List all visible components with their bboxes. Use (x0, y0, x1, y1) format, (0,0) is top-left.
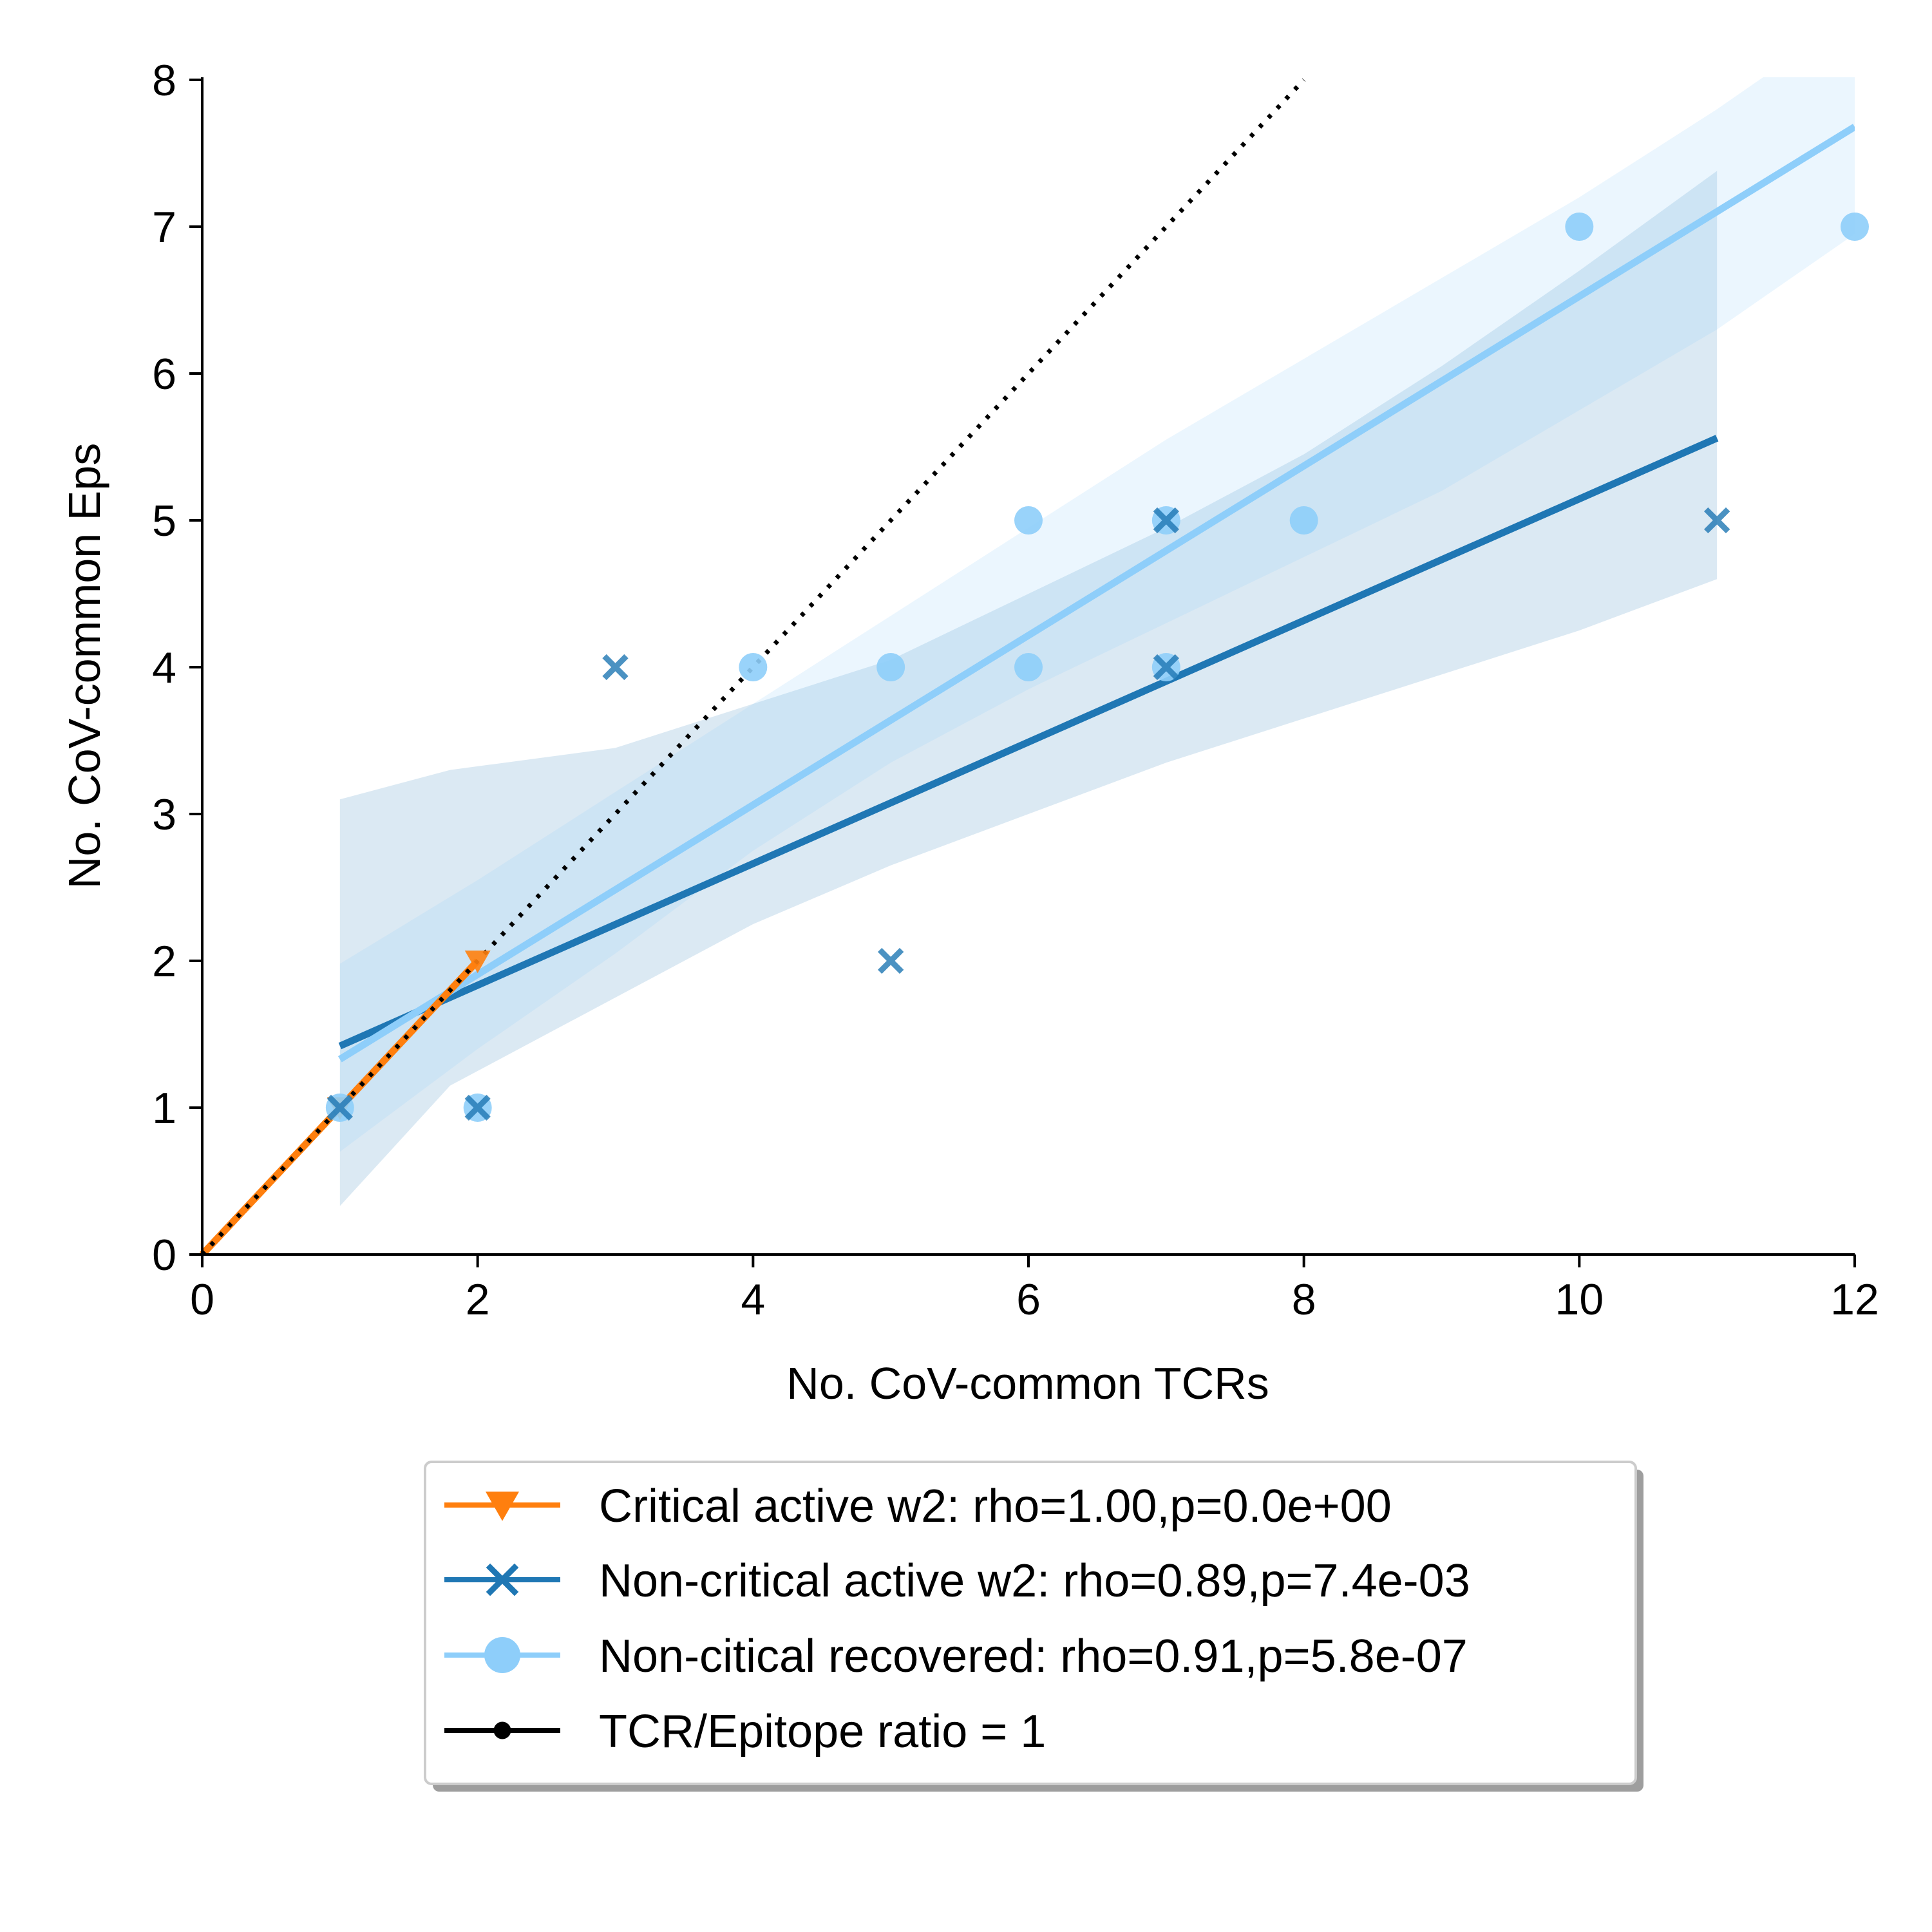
regression-line (338, 435, 1719, 1050)
circle-marker (484, 1637, 520, 1673)
legend-item: Non-citical recovered: rho=0.91,p=5.8e-0… (444, 1631, 1468, 1682)
x-marker (1703, 507, 1730, 534)
y-tick-label: 3 (152, 790, 176, 839)
x-marker (464, 1094, 491, 1121)
x-marker-stroke (464, 1094, 491, 1121)
x-marker (486, 1563, 519, 1596)
legend-item: Critical active w2: rho=1.00,p=0.0e+00 (444, 1481, 1392, 1532)
x-marker (877, 947, 904, 974)
triangle-marker (486, 1492, 519, 1521)
y-ticks: 0 1 2 3 4 5 6 7 8 (152, 56, 202, 1280)
x-marker-stroke (602, 654, 629, 681)
data-points (325, 213, 1869, 1122)
regression-line (337, 124, 1855, 1063)
y-tick-label: 2 (152, 937, 176, 986)
point-marker (493, 1721, 511, 1739)
x-marker (1153, 654, 1180, 681)
y-tick-label: 1 (152, 1084, 176, 1133)
circle-marker (876, 653, 905, 681)
x-ticks: 0 2 4 6 8 10 12 (190, 1255, 1879, 1324)
x-axis-label: No. CoV-common TCRs (786, 1358, 1269, 1408)
circle-marker (1841, 213, 1869, 241)
y-axis-label: No. CoV-common Eps (59, 443, 109, 889)
triangle-marker (464, 951, 491, 973)
y-tick-label: 5 (152, 497, 176, 545)
circle-marker (1014, 653, 1043, 681)
legend-label: Non-critical active w2: rho=0.89,p=7.4e-… (599, 1555, 1470, 1607)
confidence-bands (339, 77, 1855, 1206)
legend-label: Critical active w2: rho=1.00,p=0.0e+00 (599, 1481, 1392, 1532)
x-marker-stroke (877, 947, 904, 974)
x-marker-stroke (327, 1094, 354, 1121)
legend-frame (424, 1461, 1637, 1785)
x-tick-label: 8 (1292, 1275, 1316, 1324)
x-marker-stroke (1153, 507, 1180, 534)
x-tick-label: 2 (466, 1275, 490, 1324)
x-tick-label: 6 (1016, 1275, 1041, 1324)
x-marker-stroke (1153, 654, 1180, 681)
confidence-band (339, 171, 1718, 1206)
x-marker (602, 654, 629, 681)
circle-marker (1014, 506, 1043, 535)
confidence-band (339, 77, 1855, 1152)
legend-label: Non-citical recovered: rho=0.91,p=5.8e-0… (599, 1631, 1468, 1682)
ratio-reference-line (200, 78, 1306, 1256)
x-marker (327, 1094, 354, 1121)
circle-marker (1289, 506, 1318, 535)
circle-marker (1565, 213, 1594, 241)
legend-item: Non-critical active w2: rho=0.89,p=7.4e-… (444, 1555, 1470, 1607)
x-marker-stroke (1703, 507, 1730, 534)
x-marker (1153, 507, 1180, 534)
x-tick-label: 0 (190, 1275, 214, 1324)
y-tick-label: 8 (152, 56, 176, 105)
legend-item: TCR/Epitope ratio = 1 (444, 1706, 1046, 1757)
x-tick-label: 10 (1555, 1275, 1604, 1324)
x-tick-label: 12 (1830, 1275, 1879, 1324)
legend: Critical active w2: rho=1.00,p=0.0e+00 No… (424, 1461, 1643, 1792)
y-tick-label: 0 (152, 1231, 176, 1280)
x-tick-label: 4 (741, 1275, 765, 1324)
y-tick-label: 7 (152, 203, 176, 252)
y-tick-label: 4 (152, 643, 176, 692)
legend-label: TCR/Epitope ratio = 1 (599, 1706, 1046, 1757)
circle-marker (739, 653, 768, 681)
y-tick-label: 6 (152, 350, 176, 399)
x-marker-stroke (486, 1563, 519, 1596)
